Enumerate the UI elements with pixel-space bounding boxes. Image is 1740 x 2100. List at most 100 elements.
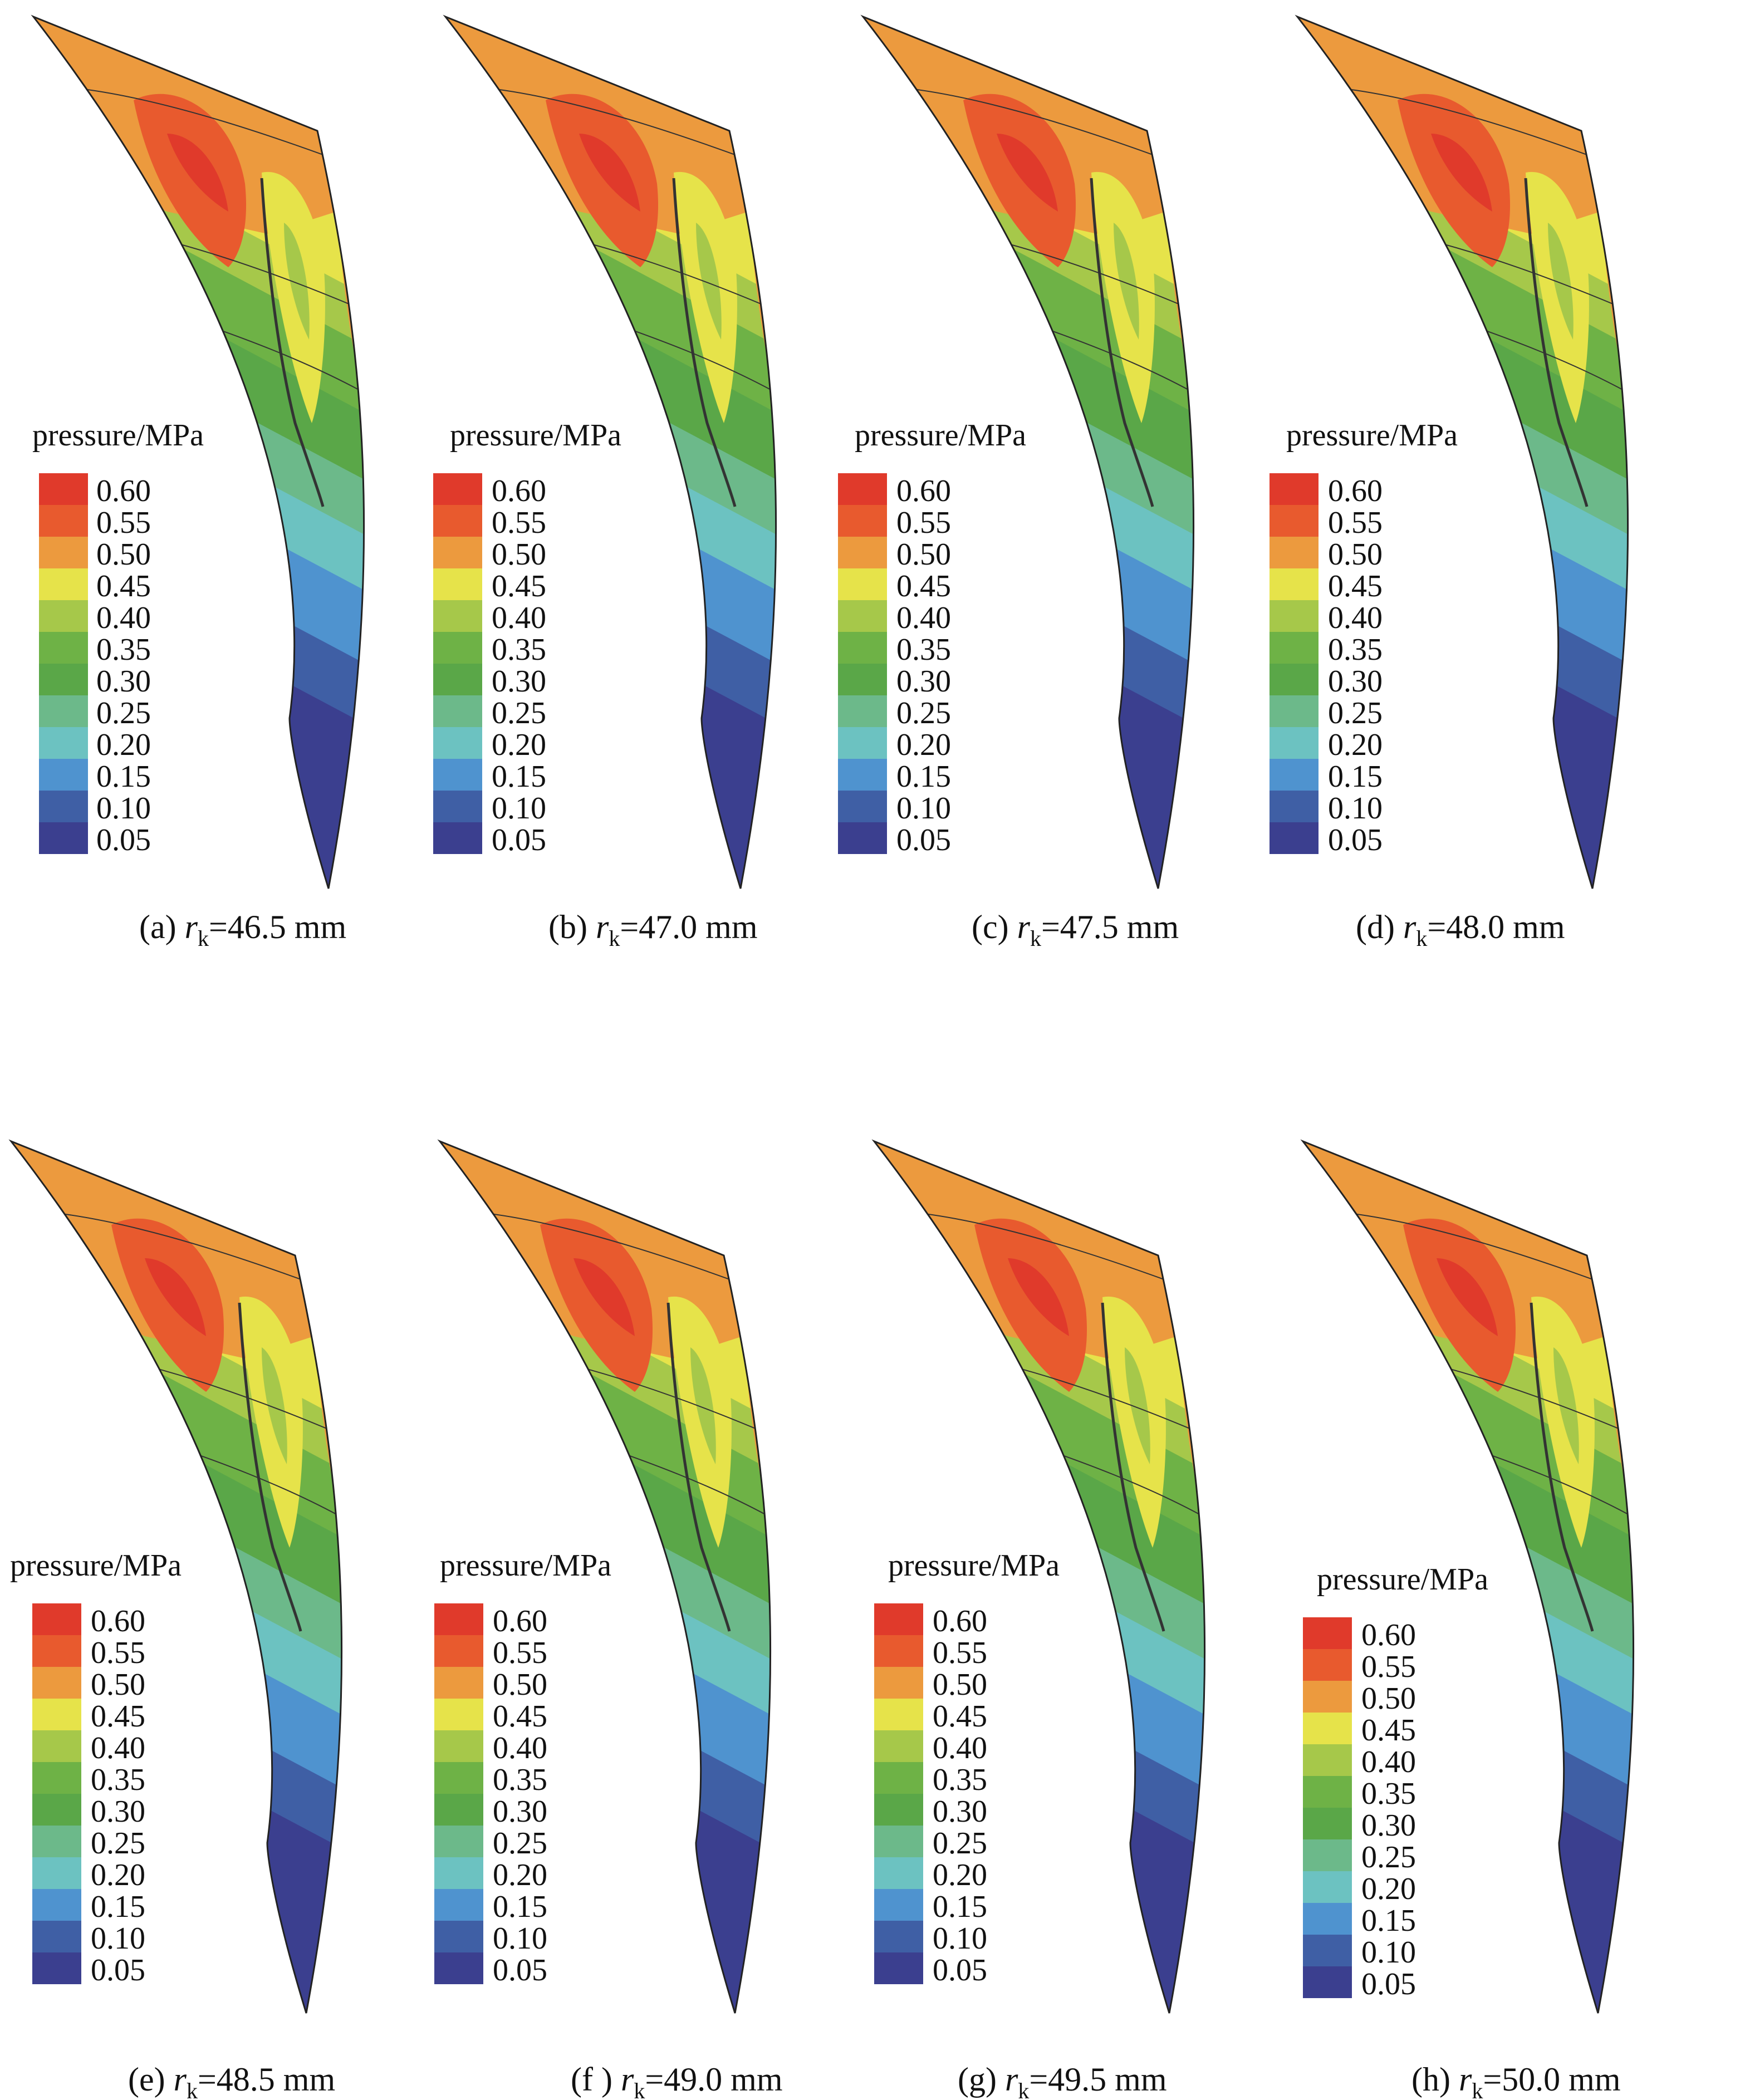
- legend-title: pressure/MPa: [450, 418, 621, 453]
- legend-swatch: [39, 822, 88, 854]
- legend-title: pressure/MPa: [855, 418, 1026, 453]
- legend-swatch: [874, 1667, 923, 1699]
- legend-level-label: 0.40: [1361, 1745, 1416, 1779]
- legend-level-label: 0.10: [493, 1921, 547, 1956]
- legend-level-label: 0.20: [1328, 728, 1383, 762]
- legend-level-label: 0.55: [1361, 1650, 1416, 1684]
- legend-swatch: [32, 1762, 81, 1794]
- blade-contour-d: [1164, 0, 1740, 919]
- legend-h: pressure/MPa 0.600.550.500.450.400.350.3…: [1303, 1562, 1488, 2001]
- legend-level-label: 0.40: [933, 1731, 987, 1765]
- legend-level-label: 0.55: [91, 1636, 145, 1670]
- legend-swatch: [433, 505, 482, 537]
- legend-swatch: [433, 822, 482, 854]
- legend-level-label: 0.35: [1361, 1777, 1416, 1811]
- legend-labels: 0.600.550.500.450.400.350.300.250.200.15…: [1328, 474, 1383, 857]
- legend-swatch: [1270, 600, 1319, 632]
- legend-swatch: [32, 1635, 81, 1667]
- legend-swatch: [1303, 1713, 1352, 1744]
- legend-title: pressure/MPa: [888, 1548, 1060, 1583]
- caption-e: (e) rk=48.5 mm: [128, 2061, 335, 2100]
- legend-swatch: [433, 473, 482, 505]
- legend-labels: 0.600.550.500.450.400.350.300.250.200.15…: [896, 474, 951, 857]
- legend-level-label: 0.20: [1361, 1872, 1416, 1906]
- legend-swatch: [1270, 664, 1319, 695]
- legend-title: pressure/MPa: [10, 1548, 182, 1583]
- legend-swatch: [874, 1635, 923, 1667]
- legend-swatch: [838, 664, 887, 695]
- legend-level-label: 0.40: [493, 1731, 547, 1765]
- legend-c: pressure/MPa 0.600.550.500.450.400.350.3…: [838, 418, 1026, 857]
- legend-level-label: 0.60: [91, 1604, 145, 1638]
- legend-swatch: [434, 1635, 483, 1667]
- legend-level-label: 0.35: [1328, 632, 1383, 667]
- legend-swatch: [1270, 505, 1319, 537]
- legend-level-label: 0.45: [96, 569, 151, 603]
- legend-level-label: 0.55: [896, 506, 951, 540]
- legend-swatch: [874, 1952, 923, 1984]
- legend-swatch: [39, 791, 88, 822]
- legend-level-label: 0.45: [933, 1699, 987, 1734]
- legend-swatch: [1270, 791, 1319, 822]
- legend-level-label: 0.15: [91, 1890, 145, 1924]
- legend-swatch: [1270, 759, 1319, 791]
- legend-swatch: [874, 1730, 923, 1762]
- legend-level-label: 0.10: [492, 791, 546, 826]
- legend-swatch: [32, 1667, 81, 1699]
- legend-level-label: 0.35: [933, 1763, 987, 1797]
- legend-level-label: 0.60: [896, 474, 951, 508]
- legend-level-label: 0.30: [96, 664, 151, 699]
- legend-swatch: [32, 1952, 81, 1984]
- legend-e: pressure/MPa 0.600.550.500.450.400.350.3…: [10, 1548, 182, 1988]
- legend-level-label: 0.25: [933, 1826, 987, 1861]
- legend-swatch: [434, 1667, 483, 1699]
- caption-a: (a) rk=46.5 mm: [139, 909, 346, 951]
- legend-swatch: [433, 600, 482, 632]
- legend-level-label: 0.25: [96, 696, 151, 730]
- legend-swatch: [1270, 537, 1319, 568]
- legend-swatch: [874, 1857, 923, 1889]
- legend-level-label: 0.05: [1361, 1967, 1416, 2001]
- legend-level-label: 0.35: [896, 632, 951, 667]
- legend-level-label: 0.60: [933, 1604, 987, 1638]
- legend-level-label: 0.10: [1328, 791, 1383, 826]
- legend-swatch: [838, 537, 887, 568]
- blade-contour-g: [741, 1049, 1347, 2043]
- legend-level-label: 0.55: [493, 1636, 547, 1670]
- legend-level-label: 0.30: [492, 664, 546, 699]
- legend-swatch: [838, 727, 887, 759]
- legend-swatch: [39, 473, 88, 505]
- legend-swatch: [874, 1794, 923, 1826]
- blade-contour-c: [730, 0, 1336, 919]
- legend-level-label: 0.20: [493, 1858, 547, 1892]
- legend-swatch: [32, 1889, 81, 1921]
- legend-level-label: 0.50: [1361, 1681, 1416, 1716]
- legend-swatch: [32, 1794, 81, 1826]
- legend-swatches: [874, 1603, 923, 1984]
- legend-swatch: [39, 727, 88, 759]
- legend-swatch: [1303, 1871, 1352, 1903]
- legend-level-label: 0.40: [896, 601, 951, 635]
- legend-swatch: [433, 632, 482, 664]
- legend-swatch: [32, 1699, 81, 1730]
- legend-f: pressure/MPa 0.600.550.500.450.400.350.3…: [434, 1548, 611, 1988]
- legend-level-label: 0.25: [896, 696, 951, 730]
- legend-swatch: [434, 1889, 483, 1921]
- legend-level-label: 0.15: [492, 759, 546, 794]
- blade-contour-f: [307, 1049, 913, 2043]
- legend-level-label: 0.05: [896, 823, 951, 857]
- legend-swatch: [838, 600, 887, 632]
- legend-swatch: [433, 695, 482, 727]
- legend-swatch: [433, 537, 482, 568]
- legend-level-label: 0.05: [493, 1953, 547, 1988]
- legend-swatch: [434, 1603, 483, 1635]
- legend-level-label: 0.60: [1328, 474, 1383, 508]
- legend-swatch: [1303, 1935, 1352, 1966]
- legend-level-label: 0.60: [493, 1604, 547, 1638]
- legend-level-label: 0.60: [96, 474, 151, 508]
- caption-b: (b) rk=47.0 mm: [548, 909, 758, 951]
- legend-b: pressure/MPa 0.600.550.500.450.400.350.3…: [433, 418, 621, 857]
- legend-swatch: [433, 759, 482, 791]
- legend-level-label: 0.15: [896, 759, 951, 794]
- legend-swatch: [1303, 1617, 1352, 1649]
